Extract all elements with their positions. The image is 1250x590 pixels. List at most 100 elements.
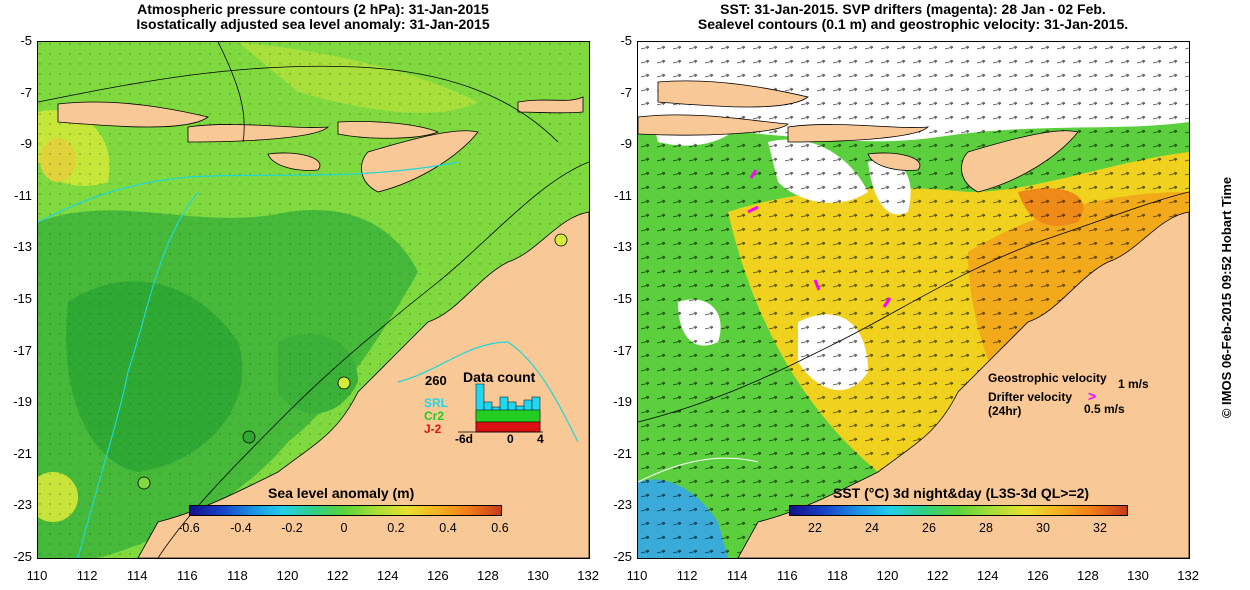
geostrophic-velocity-label: Geostrophic velocity bbox=[988, 371, 1107, 385]
x-tick-label: 130 bbox=[1127, 568, 1149, 583]
x-tick-label: 114 bbox=[126, 568, 148, 583]
drifter-track bbox=[813, 279, 821, 291]
inset-title: Data count bbox=[463, 369, 536, 385]
right-colorbar-tick: 30 bbox=[1036, 521, 1050, 535]
y-tick-label: -25 bbox=[613, 549, 632, 564]
tide-gauge-marker bbox=[337, 376, 351, 390]
island-sumba bbox=[267, 152, 321, 171]
x-tick-label: 110 bbox=[26, 568, 48, 583]
right-title-line1: SST: 31-Jan-2015. SVP drifters (magenta)… bbox=[720, 1, 1106, 17]
x-tick-label: 112 bbox=[76, 568, 98, 583]
inset-bars bbox=[475, 383, 541, 433]
pressure-contour-3 bbox=[157, 161, 589, 558]
inset-series-srl: SRL bbox=[424, 396, 448, 410]
inset-bar-cr2 bbox=[475, 409, 541, 423]
x-tick-label: 132 bbox=[577, 568, 599, 583]
x-tick-label: 128 bbox=[477, 568, 499, 583]
left-colorbar-tick: -0.2 bbox=[281, 521, 303, 535]
y-tick-label: -21 bbox=[13, 445, 32, 461]
x-tick-label: 114 bbox=[726, 568, 748, 583]
y-tick-label: -7 bbox=[20, 84, 32, 100]
drifter-velocity-label: Drifter velocity bbox=[988, 390, 1073, 404]
bathymetry-contour-3 bbox=[397, 341, 579, 443]
x-tick-label: 116 bbox=[176, 568, 198, 583]
geostrophic-velocity-scale: 1 m/s bbox=[1118, 377, 1149, 391]
y-tick-label: -5 bbox=[20, 33, 32, 48]
imos-credit: © IMOS 06-Feb-2015 09:52 Hobart Time bbox=[1218, 176, 1234, 419]
x-tick-label: 120 bbox=[276, 568, 299, 583]
y-tick-label: -7 bbox=[620, 84, 632, 100]
x-tick-label: 128 bbox=[1077, 568, 1099, 583]
y-tick-label: -5 bbox=[620, 33, 632, 48]
sea-level-anomaly-map bbox=[37, 41, 590, 559]
right-title-line2: Sealevel contours (0.1 m) and geostrophi… bbox=[697, 16, 1129, 32]
x-tick-label: 118 bbox=[827, 568, 848, 583]
left-title-line2: Isostatically adjusted sea level anomaly… bbox=[136, 16, 490, 32]
y-tick-label: -11 bbox=[614, 187, 632, 203]
right-title: SST: 31-Jan-2015. SVP drifters (magenta)… bbox=[637, 2, 1189, 32]
left-title-line1: Atmospheric pressure contours (2 hPa): 3… bbox=[137, 1, 489, 17]
y-tick-label: -23 bbox=[613, 497, 632, 513]
sealevel-contour-white bbox=[638, 457, 759, 483]
inset-series-cr2: Cr2 bbox=[424, 409, 445, 423]
data-count-inset bbox=[458, 383, 543, 433]
x-tick-label: 118 bbox=[227, 568, 248, 583]
island-timor bbox=[361, 130, 479, 193]
right-colorbar-tick: 24 bbox=[865, 521, 879, 535]
x-tick-label: 124 bbox=[976, 568, 999, 583]
y-tick-label: -17 bbox=[13, 342, 32, 358]
left-colorbar-label: Sea level anomaly (m) bbox=[268, 485, 415, 501]
y-tick-label: -13 bbox=[13, 239, 32, 255]
island-tanimbar bbox=[517, 96, 584, 114]
island-flores bbox=[337, 121, 440, 139]
drifter-velocity-scale: 0.5 m/s bbox=[1084, 402, 1125, 416]
drifter-velocity-period: (24hr) bbox=[988, 404, 1022, 418]
island-java bbox=[657, 80, 809, 108]
right-colorbar-tick: 28 bbox=[979, 521, 993, 535]
right-colorbar-tick: 32 bbox=[1093, 521, 1107, 535]
y-tick-label: -19 bbox=[613, 394, 632, 410]
island-lesser-sunda bbox=[187, 124, 330, 143]
inset-xtick: -6d bbox=[455, 432, 473, 446]
x-tick-label: 120 bbox=[876, 568, 899, 583]
y-tick-label: -23 bbox=[13, 497, 32, 513]
island-java bbox=[57, 101, 209, 128]
left-colorbar-tick: 0.6 bbox=[491, 521, 509, 535]
y-tick-label: -17 bbox=[613, 342, 632, 358]
sealevel-contour bbox=[638, 191, 1189, 423]
right-colorbar-tick: 22 bbox=[808, 521, 822, 535]
bathymetry-contour-1 bbox=[38, 161, 459, 223]
x-tick-label: 126 bbox=[426, 568, 449, 583]
y-tick-label: -13 bbox=[613, 239, 632, 255]
left-colorbar bbox=[189, 505, 502, 516]
sst-map bbox=[637, 41, 1190, 559]
australia-land bbox=[737, 211, 1189, 558]
drifter-track bbox=[882, 297, 892, 308]
tide-gauge-marker bbox=[554, 233, 568, 247]
left-title: Atmospheric pressure contours (2 hPa): 3… bbox=[37, 2, 589, 32]
island-timor bbox=[961, 130, 1079, 193]
pressure-contour-2 bbox=[217, 42, 245, 143]
tide-gauge-marker bbox=[242, 430, 256, 444]
x-tick-label: 112 bbox=[676, 568, 698, 583]
left-colorbar-tick: 0.4 bbox=[439, 521, 457, 535]
inset-series-j2: J-2 bbox=[424, 422, 442, 436]
island-sumba bbox=[867, 152, 921, 171]
left-colorbar-tick: -0.6 bbox=[178, 521, 200, 535]
tide-gauge-marker bbox=[137, 476, 151, 490]
y-tick-label: -15 bbox=[613, 291, 632, 306]
x-tick-label: 130 bbox=[527, 568, 549, 583]
australia-land bbox=[137, 211, 589, 558]
left-colorbar-tick: -0.4 bbox=[230, 521, 252, 535]
y-tick-label: -9 bbox=[620, 136, 632, 152]
right-colorbar-tick: 26 bbox=[922, 521, 936, 535]
x-tick-label: 132 bbox=[1177, 568, 1199, 583]
y-tick-label: -11 bbox=[14, 187, 32, 203]
right-colorbar bbox=[789, 505, 1128, 516]
inset-xtick: 0 bbox=[507, 432, 514, 446]
x-tick-label: 122 bbox=[926, 568, 949, 583]
x-tick-label: 126 bbox=[1026, 568, 1049, 583]
x-tick-label: 122 bbox=[326, 568, 349, 583]
drifter-track bbox=[747, 205, 759, 214]
left-colorbar-tick: 0.2 bbox=[387, 521, 405, 535]
